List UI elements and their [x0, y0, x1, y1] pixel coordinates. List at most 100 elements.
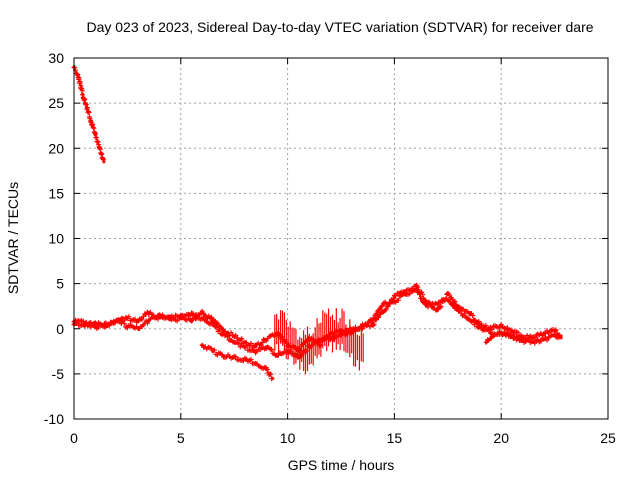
data-point [382, 301, 386, 306]
data-point [179, 317, 183, 321]
data-point [157, 312, 162, 316]
data-point [189, 319, 194, 324]
data-point [559, 336, 563, 340]
data-point [264, 367, 268, 371]
data-point [446, 292, 450, 297]
data-point [189, 312, 194, 316]
data-point [435, 309, 439, 313]
data-point [520, 334, 525, 338]
data-point [414, 283, 418, 288]
data-point [83, 321, 87, 325]
data-point [435, 301, 439, 306]
data-point [232, 356, 236, 360]
data-point [371, 322, 375, 326]
x-tick-label: 25 [600, 430, 616, 446]
data-point [211, 349, 215, 353]
data-point [424, 304, 429, 308]
data-point [115, 318, 119, 322]
series-early-decline [71, 64, 106, 164]
data-point [98, 146, 102, 150]
data-point [510, 329, 514, 334]
data-point [553, 328, 557, 333]
data-point [491, 334, 495, 338]
grid-lines [74, 58, 608, 419]
data-point [243, 340, 247, 344]
data-point [253, 350, 258, 354]
y-tick-label: 10 [48, 231, 64, 247]
y-tick-label: -10 [44, 411, 64, 427]
series-dip-branch [199, 342, 275, 382]
data-point [271, 376, 275, 380]
data-point [275, 354, 279, 358]
data-point [467, 310, 471, 315]
data-point [93, 320, 97, 325]
data-point [542, 337, 546, 342]
data-point [264, 345, 268, 349]
axis-ticks: 0 5 10 15 20 25 -10 -5 0 5 10 15 20 25 30 [44, 50, 616, 446]
y-tick-label: 15 [48, 185, 64, 201]
data-point [102, 160, 106, 164]
data-point [531, 336, 535, 340]
data-point [542, 331, 546, 335]
data-point [104, 322, 108, 326]
series-late-low [483, 329, 525, 345]
data-point [168, 318, 172, 322]
data-point [221, 332, 226, 336]
data-point [147, 319, 151, 323]
spike-markers [274, 308, 364, 375]
data-point [89, 119, 93, 123]
x-tick-label: 10 [280, 430, 296, 446]
data-point [80, 92, 85, 96]
data-point [553, 334, 557, 338]
data-point [93, 325, 97, 329]
data-point [446, 298, 450, 302]
data-point [200, 310, 204, 315]
data-point [125, 324, 129, 328]
data-point [200, 316, 204, 320]
data-point [382, 309, 386, 313]
data-point [200, 343, 204, 347]
data-point [371, 318, 375, 322]
data-point [243, 345, 247, 349]
y-axis-title: SDTVAR / TECUs [5, 182, 21, 294]
y-tick-label: 5 [56, 276, 64, 292]
data-point [456, 309, 461, 313]
data-point [253, 361, 258, 365]
data-point [232, 334, 236, 338]
data-point [253, 345, 258, 349]
data-point [520, 337, 525, 342]
data-point [531, 340, 535, 344]
data-point [221, 328, 226, 333]
data-point [392, 300, 396, 304]
data-point [414, 288, 418, 292]
data-point [484, 340, 488, 344]
x-axis-title: GPS time / hours [288, 457, 395, 473]
series-spikes [274, 308, 364, 375]
data-point [243, 357, 247, 362]
data-point [136, 326, 140, 330]
data-point [85, 106, 89, 110]
data-point [403, 292, 407, 297]
data-point [488, 331, 493, 335]
data-point [510, 335, 514, 339]
data-point [221, 354, 226, 358]
data-point [499, 331, 503, 335]
y-tick-label: 20 [48, 140, 64, 156]
data-point [499, 324, 503, 328]
x-tick-label: 5 [177, 430, 185, 446]
data-point [93, 133, 97, 137]
data-series [71, 64, 563, 382]
data-point [136, 319, 140, 324]
y-tick-label: 25 [48, 95, 64, 111]
data-point [211, 323, 215, 327]
x-tick-label: 0 [70, 430, 78, 446]
y-tick-label: 0 [56, 321, 64, 337]
data-point [147, 310, 151, 315]
data-point [264, 337, 268, 342]
data-point [76, 74, 80, 78]
data-point [467, 318, 471, 322]
y-tick-label: -5 [52, 366, 65, 382]
data-point [392, 295, 396, 299]
data-point [125, 316, 129, 320]
